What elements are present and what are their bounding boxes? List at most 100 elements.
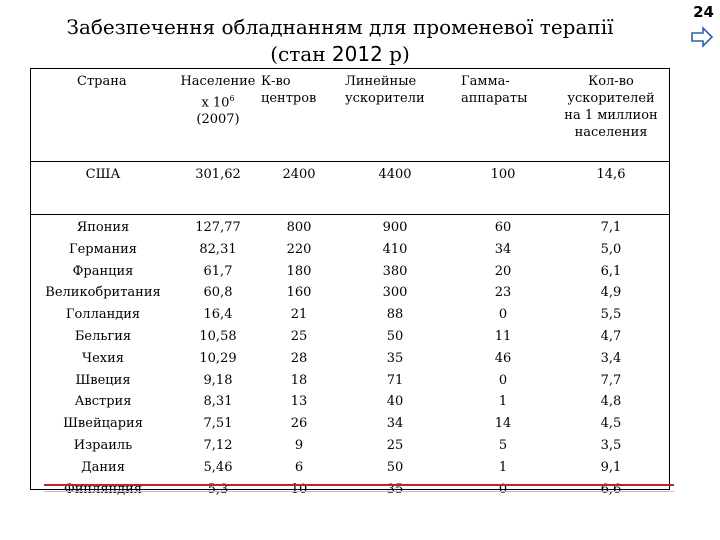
cell-country: Дания <box>81 459 125 475</box>
cell-per-million: 4,5 <box>600 416 622 432</box>
header-gamma: Гамма- аппараты <box>453 69 553 162</box>
slide-title-line1: Забезпечення обладнанням для променевої … <box>66 15 614 39</box>
table-row: Израиль 7,12 9 25 5 3,5 <box>31 437 669 459</box>
cell-gamma: 1 <box>498 459 508 475</box>
header-country: Страна <box>31 69 175 162</box>
footer-divider <box>44 484 674 486</box>
cell-country: Германия <box>68 241 137 257</box>
cell-gamma: 14 <box>494 416 512 432</box>
table-row: Бельгия 10,58 25 50 11 4,7 <box>31 328 669 350</box>
table-row: Франция 61,7 180 380 20 6,1 <box>31 263 669 285</box>
table-header-row: Страна Население х 106 (2007) К-во центр… <box>31 69 669 162</box>
table-row: Голландия 16,4 21 88 0 5,5 <box>31 306 669 328</box>
cell-per-million: 7,1 <box>600 220 622 235</box>
cell-linacs: 4400 <box>337 161 453 215</box>
cell-gamma: 20 <box>494 263 512 279</box>
cell-population: 7,51 <box>203 416 233 432</box>
cell-country: Австрия <box>74 394 132 410</box>
cell-country: США <box>31 161 175 215</box>
cell-per-million: 6,1 <box>600 263 622 279</box>
cell-linacs: 900 <box>382 220 408 235</box>
cell-country: Швейцария <box>63 416 143 432</box>
header-linacs: Линейные ускорители <box>337 69 453 162</box>
cell-centers: 2400 <box>261 161 337 215</box>
cell-centers: 28 <box>290 350 308 366</box>
cell-population: 5,46 <box>203 459 233 475</box>
table-row: Великобритания 60,8 160 300 23 4,9 <box>31 284 669 306</box>
cell-centers: 21 <box>290 307 308 323</box>
table-row: Германия 82,31 220 410 34 5,0 <box>31 241 669 263</box>
cell-gamma: 11 <box>494 328 512 344</box>
cell-population: 60,8 <box>203 285 233 301</box>
cell-linacs: 88 <box>386 307 404 323</box>
cell-per-million: 5,5 <box>600 307 622 323</box>
cell-linacs: 34 <box>386 416 404 432</box>
cell-per-million: 3,4 <box>600 350 622 366</box>
cell-gamma: 0 <box>498 372 508 388</box>
header-per-million: Кол-во ускорителей на 1 миллион населени… <box>553 69 669 162</box>
cell-country: Япония <box>76 220 130 235</box>
cell-linacs: 40 <box>386 394 404 410</box>
cell-centers: 9 <box>294 437 304 453</box>
cell-population: 127,77 <box>195 220 241 235</box>
cell-centers: 800 <box>286 220 312 235</box>
cell-centers: 18 <box>290 372 308 388</box>
cell-population: 301,62 <box>175 161 261 215</box>
cell-centers: 26 <box>290 416 308 432</box>
cell-linacs: 300 <box>382 285 408 301</box>
cell-country: Франция <box>72 263 134 279</box>
cell-gamma: 34 <box>494 241 512 257</box>
cell-country: Бельгия <box>74 328 132 344</box>
cell-centers: 25 <box>290 328 308 344</box>
cell-linacs: 380 <box>382 263 408 279</box>
cell-per-million: 9,1 <box>600 459 622 475</box>
cell-per-million: 4,7 <box>600 328 622 344</box>
cell-country: Голландия <box>65 307 141 323</box>
cell-country: Израиль <box>73 437 133 453</box>
cell-population: 16,4 <box>203 307 233 323</box>
cell-per-million: 14,6 <box>553 161 669 215</box>
cell-gamma: 1 <box>498 394 508 410</box>
cell-centers: 220 <box>286 241 312 257</box>
table-row: Япония 127,77 800 900 60 7,1 <box>31 215 669 241</box>
cell-linacs: 25 <box>386 437 404 453</box>
cell-country: Великобритания <box>45 285 161 301</box>
cell-population: 61,7 <box>203 263 233 279</box>
cell-per-million: 7,7 <box>600 372 622 388</box>
cell-linacs: 50 <box>386 459 404 475</box>
cell-population: 7,12 <box>203 437 233 453</box>
arrow-right-icon[interactable] <box>690 26 714 48</box>
table-row: Швеция 9,18 18 71 0 7,7 <box>31 372 669 394</box>
cell-per-million: 4,8 <box>600 394 622 410</box>
cell-linacs: 50 <box>386 328 404 344</box>
cell-centers: 6 <box>294 459 304 475</box>
slide-title-line2: (стан 2012 р) <box>270 42 410 66</box>
cell-centers: 160 <box>286 285 312 301</box>
cell-linacs: 71 <box>386 372 404 388</box>
title-year: 2012 <box>331 42 383 66</box>
cell-per-million: 5,0 <box>600 241 622 257</box>
table-row: Австрия 8,31 13 40 1 4,8 <box>31 393 669 415</box>
cell-centers: 180 <box>286 263 312 279</box>
cell-population: 10,29 <box>199 350 237 366</box>
cell-population: 82,31 <box>199 241 237 257</box>
data-table-frame: Страна Население х 106 (2007) К-во центр… <box>30 68 670 497</box>
cell-country: Чехия <box>82 350 124 366</box>
cell-linacs: 35 <box>386 350 404 366</box>
footer-divider-light <box>44 491 674 492</box>
cell-centers: 13 <box>290 394 308 410</box>
cell-linacs: 410 <box>382 241 408 257</box>
cell-population: 9,18 <box>203 372 233 388</box>
table-row: Чехия 10,29 28 35 46 3,4 <box>31 350 669 372</box>
header-centers: К-во центров <box>261 69 337 162</box>
cell-gamma: 60 <box>494 220 512 235</box>
cell-gamma: 46 <box>494 350 512 366</box>
page-number: 24 <box>693 3 714 21</box>
cell-per-million: 4,9 <box>600 285 622 301</box>
cell-gamma: 100 <box>453 161 553 215</box>
cell-gamma: 5 <box>498 437 508 453</box>
cell-population: 10,58 <box>199 328 237 344</box>
table-row: США 301,62 2400 4400 100 14,6 <box>31 161 669 215</box>
cell-gamma: 23 <box>494 285 512 301</box>
cell-gamma: 0 <box>498 307 508 323</box>
